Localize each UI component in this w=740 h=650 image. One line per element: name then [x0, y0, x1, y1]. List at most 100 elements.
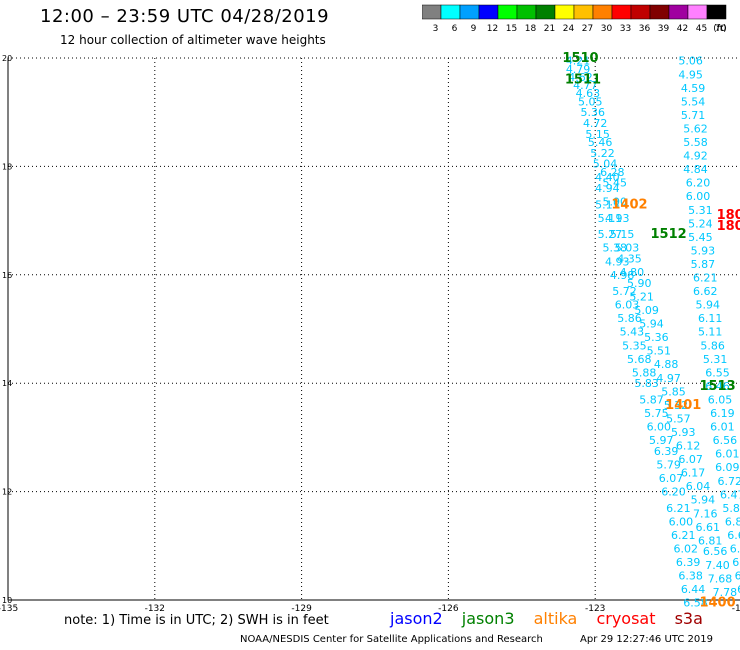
legend-swatch: [706, 4, 727, 20]
wave-height-label: 6.21: [666, 502, 691, 515]
legend-tick-label: 45: [696, 24, 707, 34]
wave-height-label: 5.06: [678, 55, 703, 68]
wave-height-label: 5.57: [666, 412, 691, 425]
x-tick-label: -123: [585, 604, 605, 612]
wave-height-label: 5.85: [661, 385, 686, 398]
wave-height-label: 6.56: [703, 545, 728, 558]
wave-height-label: 6.65: [727, 529, 740, 542]
wave-height-label: 5.09: [634, 304, 659, 317]
wave-height-label: 6.55: [705, 366, 730, 379]
x-tick-label: -129: [291, 604, 312, 612]
legend-tick-label: 18: [525, 24, 537, 34]
legend-tick-label: 12: [487, 24, 498, 34]
legend-tick-label: 36: [639, 24, 651, 34]
legend-tick-label: 39: [658, 24, 670, 34]
wave-height-label: 4.88: [654, 358, 679, 371]
wave-height-label: 4.97: [656, 372, 681, 385]
wave-height-label: 6.02: [673, 543, 698, 556]
wave-height-label: 5.90: [603, 196, 628, 209]
pass-time-label: 1510: [562, 51, 598, 66]
wave-height-label: 6.21: [693, 272, 718, 285]
wave-height-label: 4.98: [610, 269, 635, 282]
legend-tick-label: 3: [433, 24, 439, 34]
satellite-s3a: s3a: [674, 609, 703, 628]
pass-time-label: 1512: [651, 227, 687, 242]
wave-height-label: 5.79: [656, 459, 681, 472]
x-tick-label: -126: [438, 604, 459, 612]
wave-height-label: 5.94: [639, 318, 664, 331]
wave-height-label: 4.77: [573, 79, 598, 92]
page-subtitle: 12 hour collection of altimeter wave hei…: [60, 33, 326, 47]
pass-time-label: 1400: [699, 596, 735, 611]
legend-tick-label: 9: [471, 24, 477, 34]
wave-height-label: 6.87: [725, 515, 740, 528]
wave-height-label: 5.71: [681, 109, 706, 122]
wave-height-label: 6.56: [713, 434, 738, 447]
wave-height-label: 5.05: [578, 95, 603, 108]
wave-height-label: 6.36: [735, 570, 740, 583]
wave-height-label: 5.32: [664, 399, 689, 412]
wave-height-label: 4.94: [595, 182, 620, 195]
wave-height-label: 4.93: [605, 255, 630, 268]
legend-tick-label: 6: [452, 24, 458, 34]
satellite-jason3: jason3: [461, 609, 515, 628]
wave-height-label: 5.72: [612, 285, 637, 298]
legend-tick-label: 15: [506, 24, 517, 34]
pass-time-label: 1808: [717, 208, 740, 223]
wave-height-label: 6.04: [686, 480, 711, 493]
wave-height-label: 6.00: [686, 190, 711, 203]
wave-height-label: 4.59: [681, 82, 706, 95]
wave-height-label: 6.12: [676, 440, 701, 453]
color-scale-legend: 3 6 9 12 15 18 21 24 27 30 33 36 39 42 45 70(ft): [422, 4, 727, 34]
wave-height-label: 6.00: [669, 515, 694, 528]
wave-height-label: 4.21: [566, 55, 591, 68]
wave-height-label: 5.86: [700, 339, 725, 352]
wave-height-label: 5.94: [695, 299, 720, 312]
wave-height-label: 6.19: [710, 407, 735, 420]
wave-height-label: 5.27: [598, 228, 623, 241]
wave-height-label: 5.93: [671, 426, 696, 439]
wave-height-label: 5.22: [590, 147, 615, 160]
wave-height-label: 5.31: [688, 204, 713, 217]
wave-height-label: 6.44: [681, 583, 706, 596]
wave-height-label: 6.17: [681, 467, 706, 480]
wave-height-label: 5.93: [691, 244, 716, 257]
wave-height-label: 6.00: [647, 421, 672, 434]
wave-height-label: 6.62: [693, 285, 718, 298]
wave-height-label: 6.46: [705, 380, 730, 393]
wave-height-label: 5.43: [620, 326, 645, 339]
wave-height-label: 4.72: [583, 117, 608, 130]
pass-time-label: 1511: [565, 73, 601, 88]
wave-height-label: 6.47: [720, 488, 740, 501]
wave-height-label: 5.87: [639, 393, 664, 406]
wave-height-label: 4.93: [605, 212, 630, 225]
wave-height-label: 5.51: [647, 345, 672, 358]
wave-height-label: 6.38: [678, 570, 703, 583]
wave-height-label: 5.54: [681, 95, 706, 108]
wave-height-label: 5.84: [722, 502, 740, 515]
wave-height-label: 5.24: [688, 217, 713, 230]
wave-height-label: 6.11: [730, 543, 740, 556]
wave-height-label: 4.35: [617, 253, 642, 266]
wave-height-label: 6.01: [710, 421, 735, 434]
legend-tick-label: 33: [620, 24, 631, 34]
generated-timestamp: Apr 29 12:27:46 UTC 2019: [580, 634, 713, 645]
wave-height-label: 6.39: [676, 556, 701, 569]
x-tick-label: -132: [145, 604, 165, 612]
wave-height-label: 5.15: [610, 228, 635, 241]
pass-time-label: 1513: [699, 379, 735, 394]
wave-height-label: 7.16: [693, 507, 718, 520]
wave-height-label: 6.20: [686, 177, 711, 190]
wave-height-label: 6.05: [708, 393, 733, 406]
wave-height-label: 4.95: [678, 68, 703, 81]
wave-height-label: 5.31: [703, 353, 728, 366]
legend-tick-label: 70: [715, 24, 727, 34]
wave-height-label: 5.21: [629, 290, 654, 303]
wave-height-label: 4.80: [620, 266, 645, 279]
wave-height-label: 6.21: [671, 529, 696, 542]
wave-height-label: 6.01: [715, 448, 740, 461]
legend-tick-label: 21: [544, 24, 555, 34]
y-tick-label: 12: [2, 488, 12, 497]
wave-height-label: 5.87: [691, 258, 716, 271]
satellite-altika: altika: [533, 609, 578, 628]
